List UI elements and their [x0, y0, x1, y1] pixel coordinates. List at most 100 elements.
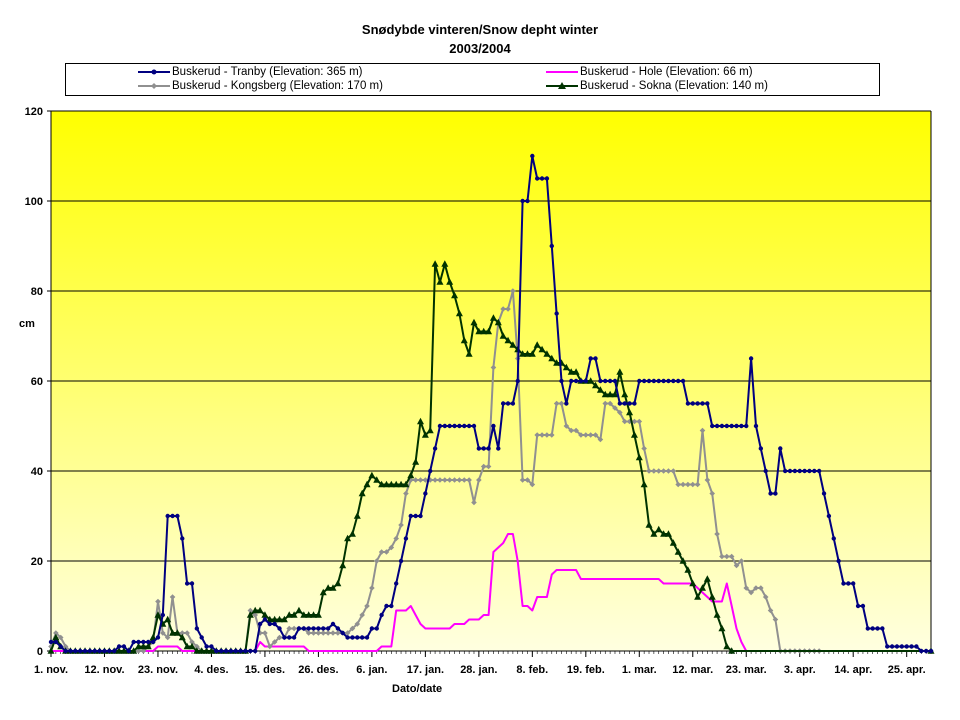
data-point — [48, 643, 54, 650]
data-point — [578, 378, 584, 384]
data-point — [485, 463, 492, 470]
data-point — [203, 647, 211, 654]
data-point — [52, 633, 60, 641]
data-point — [563, 423, 570, 429]
data-point — [719, 553, 725, 560]
chart-legend: Buskerud - Tranby (Elevation: 365 m) Bus… — [65, 63, 880, 96]
data-point — [421, 431, 429, 438]
data-point — [437, 477, 443, 483]
data-point — [150, 639, 156, 645]
data-point — [597, 436, 604, 443]
data-point — [928, 648, 934, 654]
data-point — [178, 633, 186, 641]
data-point — [388, 544, 395, 551]
data-point — [583, 378, 589, 384]
data-point — [295, 606, 303, 614]
data-point — [787, 468, 793, 474]
data-point — [655, 525, 663, 533]
data-point — [285, 611, 293, 618]
data-point — [325, 630, 331, 636]
data-point — [169, 594, 176, 600]
data-point — [256, 606, 264, 614]
data-point — [656, 378, 661, 384]
data-point — [768, 491, 773, 496]
data-point — [689, 579, 697, 587]
data-point — [743, 585, 750, 591]
data-point — [417, 477, 424, 483]
x-tick-label: 8. feb. — [516, 664, 548, 676]
data-point — [238, 648, 243, 654]
data-point — [564, 401, 569, 406]
data-point — [748, 589, 754, 596]
data-point — [335, 630, 341, 636]
data-point — [460, 336, 468, 344]
data-point — [115, 647, 123, 654]
data-point — [685, 401, 691, 406]
data-point — [548, 354, 556, 362]
data-point — [363, 480, 371, 488]
data-point — [753, 423, 759, 429]
data-point — [480, 463, 487, 470]
data-point — [562, 363, 570, 371]
data-point — [738, 558, 745, 564]
data-point — [330, 621, 336, 627]
data-point — [374, 626, 379, 631]
data-point — [733, 562, 740, 569]
data-point — [277, 626, 282, 631]
data-point — [441, 260, 449, 267]
data-point — [442, 423, 448, 429]
legend-label-sokna: Buskerud - Sokna (Elevation: 140 m) — [580, 80, 768, 92]
data-point — [807, 468, 812, 474]
data-point — [718, 624, 726, 632]
data-point — [329, 584, 337, 591]
data-point — [447, 423, 452, 429]
data-point — [523, 350, 531, 357]
data-point — [139, 642, 147, 650]
data-point — [666, 378, 671, 384]
data-point — [821, 491, 827, 496]
data-point — [539, 432, 545, 438]
data-point — [87, 648, 93, 654]
data-point — [617, 409, 623, 416]
data-point — [170, 513, 175, 519]
data-point — [120, 647, 128, 654]
data-point — [500, 306, 506, 312]
data-point — [528, 350, 536, 357]
data-point — [587, 377, 595, 384]
data-point — [758, 585, 764, 591]
data-point — [266, 615, 274, 623]
data-point — [344, 630, 351, 636]
data-point — [305, 630, 312, 636]
data-point — [146, 639, 151, 645]
data-point — [209, 644, 214, 649]
data-point — [47, 647, 55, 654]
data-point — [262, 617, 268, 622]
data-point — [369, 626, 375, 631]
data-point — [223, 648, 229, 654]
data-point — [184, 581, 190, 586]
data-point — [870, 626, 875, 631]
data-point — [553, 359, 561, 366]
x-tick-label: 26. des. — [298, 664, 338, 676]
data-point — [505, 401, 511, 406]
data-point — [442, 477, 448, 483]
data-point — [364, 635, 370, 640]
data-point — [476, 446, 482, 451]
data-point — [423, 491, 428, 496]
data-point — [350, 635, 355, 640]
data-point — [836, 558, 841, 564]
data-point — [841, 581, 846, 586]
data-point — [319, 588, 327, 596]
data-point — [403, 536, 409, 541]
data-point — [173, 629, 181, 636]
data-point — [705, 401, 710, 406]
data-point — [578, 432, 584, 438]
data-point — [772, 616, 779, 623]
data-point — [851, 581, 856, 586]
x-tick-label: 1. nov. — [34, 664, 68, 676]
data-point — [48, 639, 54, 645]
data-point — [640, 480, 648, 488]
data-point — [149, 633, 157, 641]
data-point — [782, 468, 788, 474]
